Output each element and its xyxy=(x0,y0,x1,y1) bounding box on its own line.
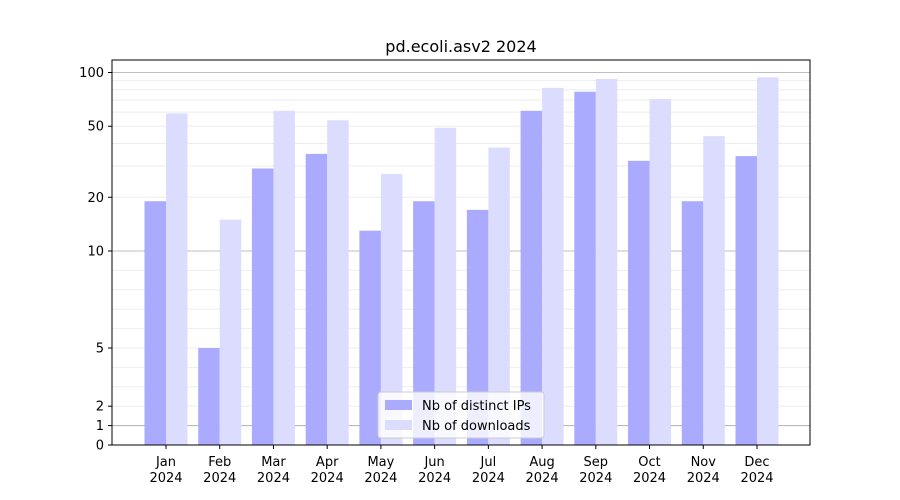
legend-label: Nb of distinct IPs xyxy=(422,399,531,414)
y-axis-ticks: 0 1 2 5 10 20 50 100 xyxy=(79,66,112,454)
legend-swatch xyxy=(385,400,412,410)
bar-distinct-ips xyxy=(735,156,757,445)
x-tick-label: Apr 2024 xyxy=(311,455,344,486)
bar-distinct-ips xyxy=(413,201,435,445)
bar-downloads xyxy=(703,136,725,446)
y-tick-label: 50 xyxy=(87,120,104,135)
x-tick-label: Nov 2024 xyxy=(687,455,720,486)
bar-distinct-ips xyxy=(359,230,381,445)
legend-swatch xyxy=(385,420,412,430)
y-tick-label: 5 xyxy=(96,342,104,357)
bar-distinct-ips xyxy=(520,110,543,445)
bar-distinct-ips xyxy=(466,209,489,445)
bar-distinct-ips xyxy=(144,201,166,445)
bar-distinct-ips xyxy=(251,168,274,445)
y-tick-label: 0 xyxy=(96,439,104,454)
x-tick-label: Jul 2024 xyxy=(472,455,505,486)
bar-downloads xyxy=(542,87,564,446)
bar-distinct-ips xyxy=(628,160,650,445)
bar-distinct-ips xyxy=(198,348,220,445)
y-tick-label: 2 xyxy=(96,400,104,415)
x-tick-label: May 2024 xyxy=(364,455,397,486)
bar-downloads xyxy=(273,110,295,445)
bar-downloads xyxy=(595,78,618,446)
bar-downloads xyxy=(327,120,349,446)
legend-box xyxy=(377,391,545,439)
bar-downloads xyxy=(488,147,510,446)
x-tick-label: Mar 2024 xyxy=(257,455,290,486)
legend-label: Nb of downloads xyxy=(422,419,531,434)
y-tick-label: 20 xyxy=(87,191,104,206)
x-tick-label: Sep 2024 xyxy=(579,455,612,486)
x-tick-label: Feb 2024 xyxy=(203,455,236,486)
y-tick-label: 10 xyxy=(87,245,104,260)
bar-distinct-ips xyxy=(305,153,328,445)
bar-distinct-ips xyxy=(681,201,704,445)
bar-downloads xyxy=(434,127,457,446)
y-tick-label: 1 xyxy=(96,419,104,434)
x-tick-label: Oct 2024 xyxy=(633,455,666,486)
bar-downloads xyxy=(649,99,672,445)
bar-downloads xyxy=(380,174,403,445)
x-tick-label: Jan 2024 xyxy=(149,455,182,486)
bar-downloads xyxy=(166,113,188,445)
y-tick-label: 100 xyxy=(79,66,104,81)
x-axis-ticks: Jan 2024 Feb 2024 Mar 2024 Apr 2024 May 2024 Jun 20… xyxy=(149,445,774,486)
chart-title: pd.ecoli.asv2 2024 xyxy=(385,37,536,56)
x-tick-label: Dec 2024 xyxy=(740,455,773,486)
bar-distinct-ips xyxy=(574,91,596,446)
x-tick-label: Jun 2024 xyxy=(418,455,451,486)
bar-downloads xyxy=(219,219,242,445)
bar-downloads xyxy=(757,77,779,445)
bars xyxy=(144,77,779,446)
plot-frame xyxy=(111,59,811,446)
x-tick-label: Aug 2024 xyxy=(526,455,559,486)
legend: Nb of distinct IPs Nb of downloads xyxy=(377,391,545,439)
